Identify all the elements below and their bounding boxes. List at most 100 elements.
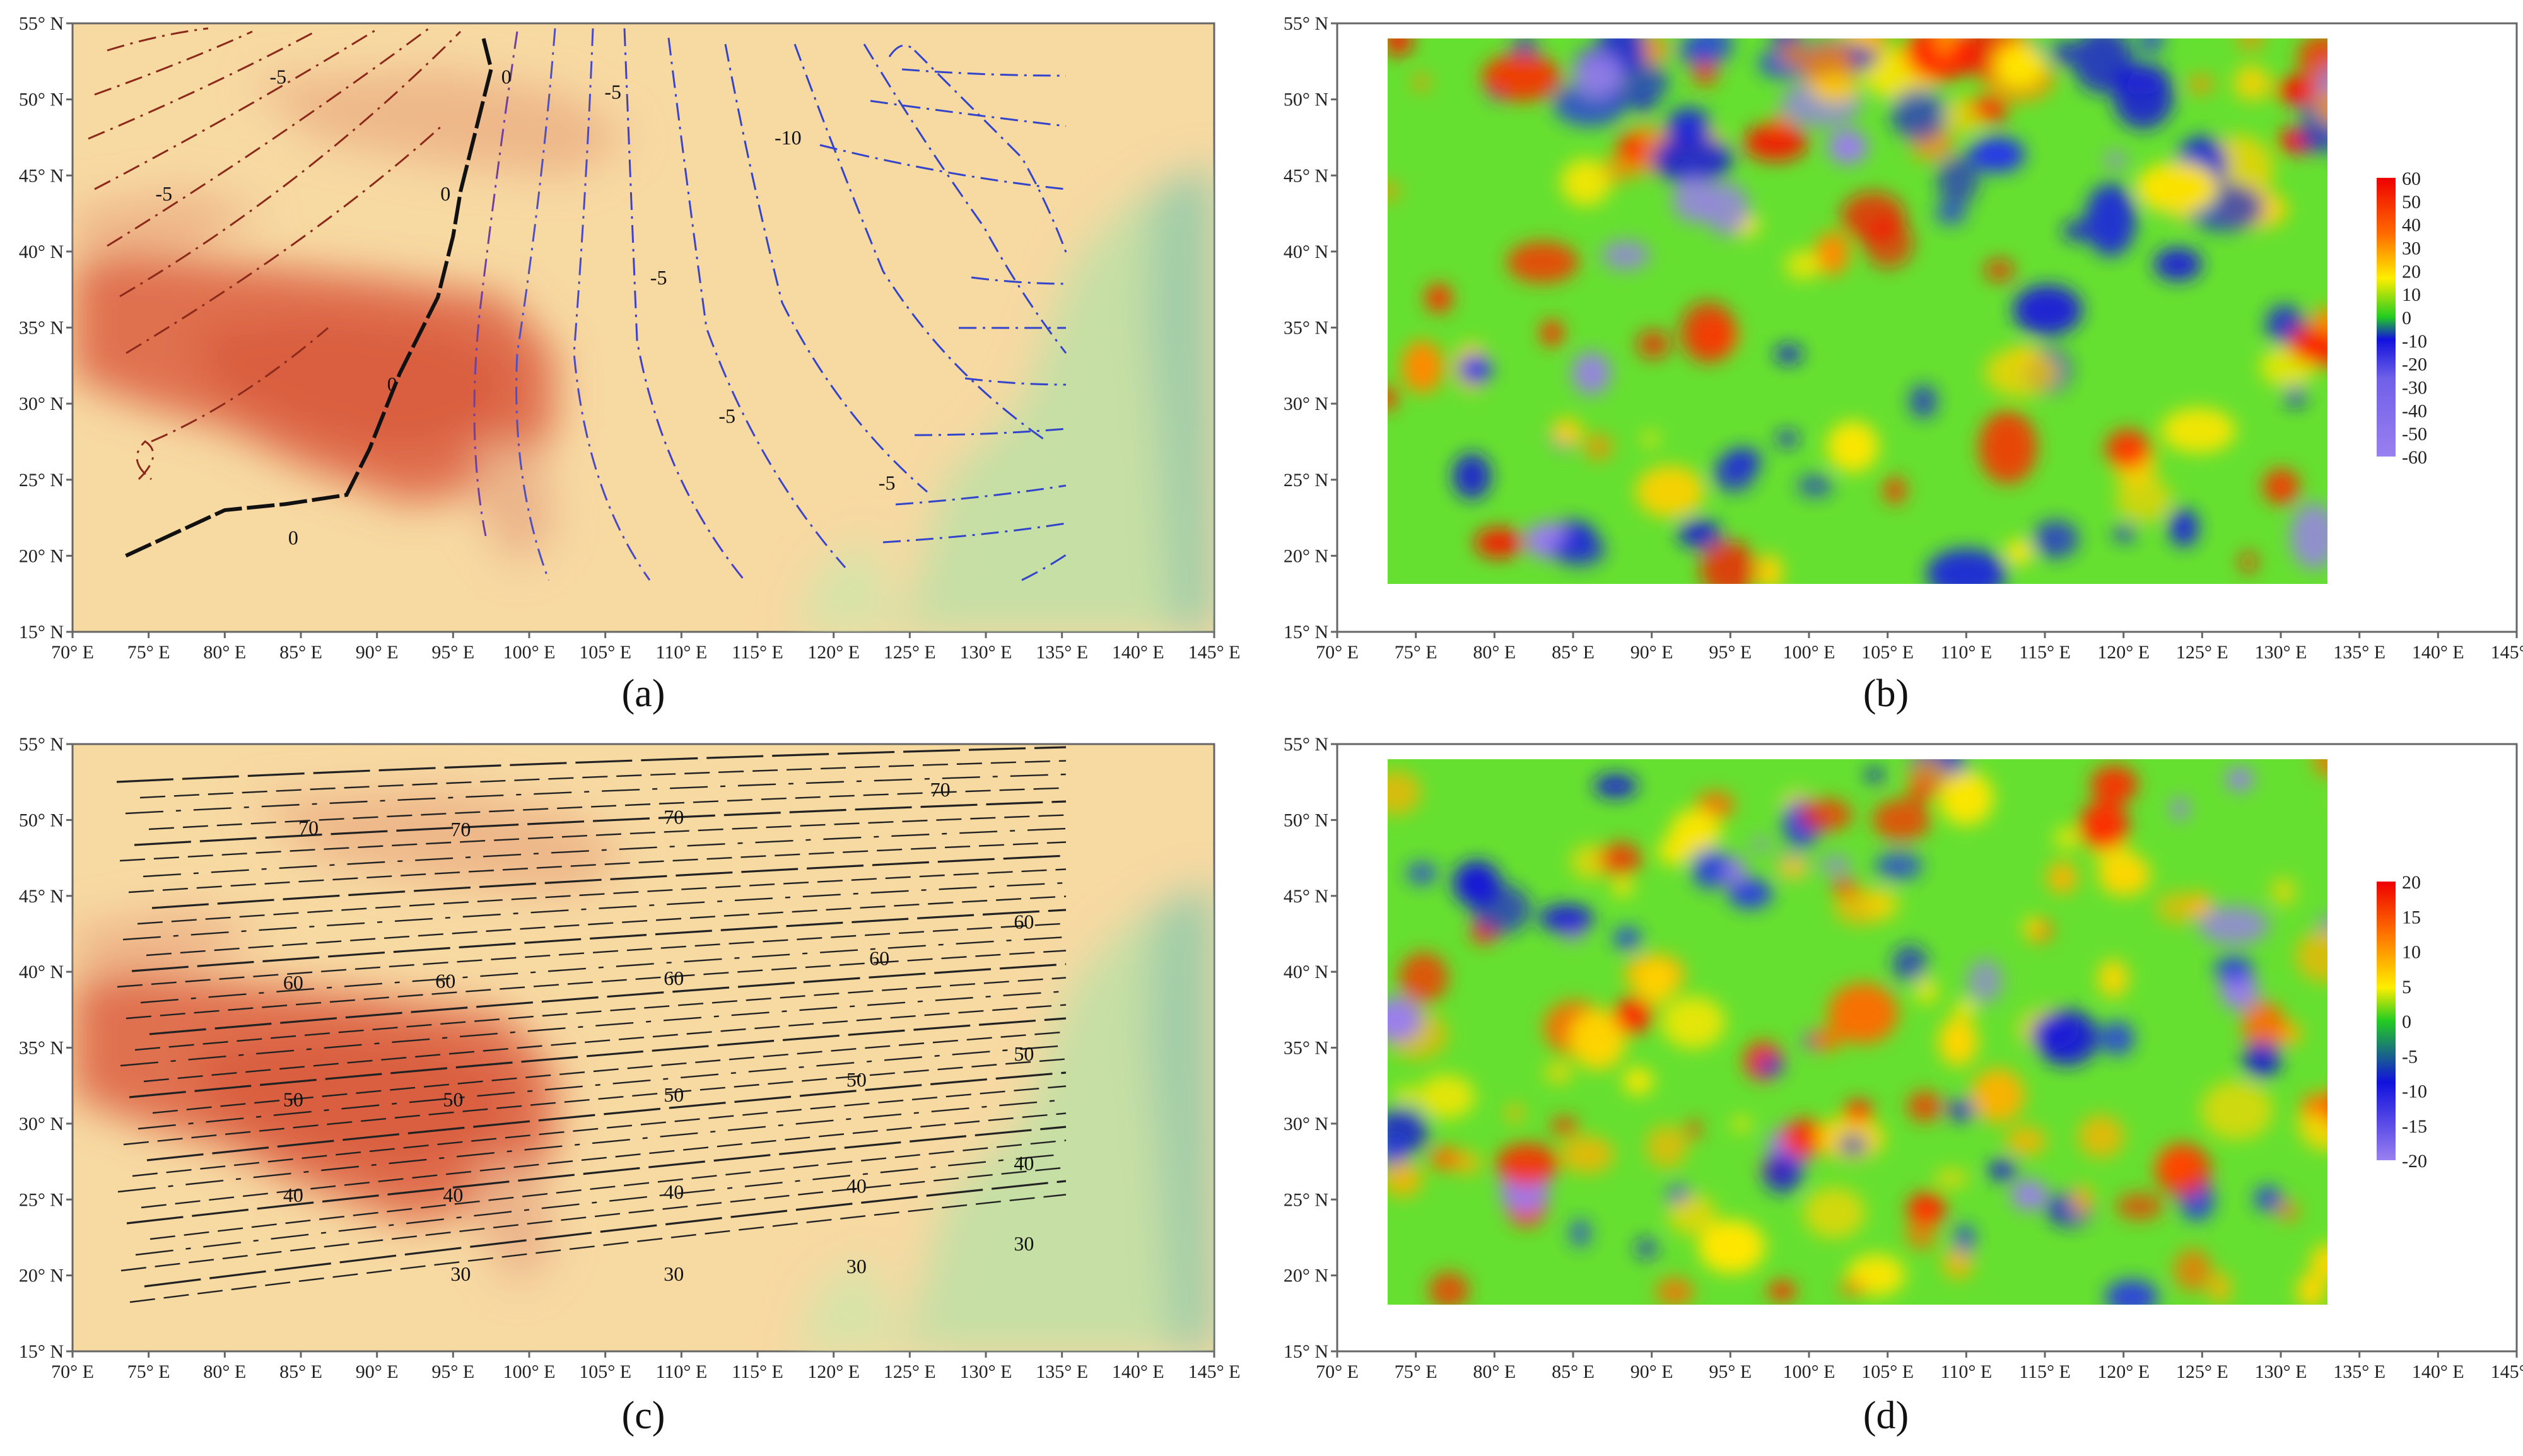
colorbar-tick-label: 20 (2402, 261, 2421, 282)
colorbar-tick-label: -20 (2402, 1151, 2427, 1172)
contour-line (116, 746, 1067, 783)
residual-patch (2090, 765, 2138, 804)
lat-tick-label: 55° N (19, 734, 64, 755)
residual-patch (1837, 1134, 1868, 1156)
residual-patch (2035, 1009, 2099, 1066)
residual-patch (1827, 129, 1868, 165)
contour-line (119, 814, 1067, 862)
lon-tick-label: 110° E (655, 642, 707, 663)
residual-patch (2174, 1249, 2212, 1292)
panel-c: 70 70 70 70 60 60 60 60 60 50 50 50 50 50 40 40 40 40 40 30… (19, 734, 1241, 1382)
residual-patch (2236, 38, 2266, 50)
residual-patch (1803, 1187, 1866, 1238)
lat-tick-label: 20° N (1284, 1266, 1328, 1286)
residual-patch (2313, 759, 2327, 777)
residual-patch (2116, 1192, 2164, 1221)
lon-tick-label: 120° E (2097, 642, 2150, 663)
residual-patch (1785, 250, 1822, 280)
residual-patch (1776, 431, 1798, 446)
contour-label: 60 (1014, 911, 1034, 933)
lon-tick-label: 135° E (1036, 1361, 1088, 1382)
lon-tick-label: 85° E (279, 642, 322, 663)
lat-tick-label: 55° N (1284, 13, 1328, 34)
lon-tick-label: 105° E (579, 642, 631, 663)
contour-line (143, 827, 1067, 878)
residual-patch (1388, 770, 1421, 815)
lat-tick-label: 55° N (19, 13, 64, 34)
lat-tick-label: 20° N (1284, 545, 1328, 566)
contour-line (117, 923, 1067, 988)
lat-tick-label: 25° N (19, 470, 64, 491)
residual-patch (2054, 826, 2080, 850)
lon-tick-label: 80° E (1473, 642, 1516, 663)
lon-tick-label: 75° E (1395, 1361, 1437, 1382)
residual-patch (1677, 519, 1721, 549)
residual-patch (1810, 73, 1860, 105)
lon-tick-label: 105° E (1861, 1361, 1914, 1382)
residual-patch (1474, 527, 1524, 559)
lon-tick-label: 70° E (51, 642, 94, 663)
lat-tick-label: 50° N (1284, 90, 1328, 110)
residual-patch (1995, 42, 2045, 88)
residual-patch (1936, 156, 1979, 206)
residual-patch (2138, 38, 2165, 53)
residual-patch (1978, 411, 2037, 484)
residual-patch (2290, 503, 2327, 570)
residual-patch (1815, 231, 1849, 276)
contour-zero-a (125, 38, 493, 558)
residual-patch (1506, 241, 1579, 283)
residual-patch (1827, 983, 1899, 1044)
residual-patch (2153, 248, 2203, 281)
contour-line (126, 1126, 1067, 1225)
residual-patch (1692, 38, 1733, 64)
terrain-a (73, 69, 1214, 632)
contours-c (116, 746, 1067, 1303)
residual-patch (1636, 958, 1676, 1006)
residual-patch (2314, 91, 2327, 124)
residual-patch (1892, 945, 1928, 982)
residual-patch (1779, 39, 1806, 68)
contour-line (117, 1098, 1067, 1193)
lat-tick-label: 35° N (19, 318, 64, 339)
residual-patch (1425, 283, 1453, 313)
lon-tick-label: 95° E (1709, 642, 1752, 663)
residual-patch (1569, 1218, 1591, 1248)
lat-tick-label: 35° N (1284, 1038, 1328, 1059)
residual-patch (1496, 1143, 1559, 1185)
residual-patch (2155, 1143, 2211, 1196)
residual-patch (1544, 1062, 1573, 1084)
lat-tick-label: 25° N (19, 1189, 64, 1210)
lon-tick-label: 125° E (2176, 642, 2228, 663)
residual-patch (1401, 341, 1444, 393)
lon-tick-label: 135° E (2333, 1361, 2385, 1382)
lat-tick-label: 30° N (19, 393, 64, 414)
residual-patch (2172, 798, 2188, 820)
colorbar-tick-label: -40 (2402, 400, 2427, 421)
lon-tick-label: 115° E (2019, 642, 2071, 663)
lat-tick-label: 30° N (19, 1114, 64, 1134)
residual-patch (1935, 1169, 1969, 1187)
colorbar-tick-label: 10 (2402, 942, 2421, 963)
contour-label: 30 (450, 1262, 471, 1285)
contour-line (152, 1031, 1067, 1114)
lon-tick-label: 130° E (2255, 1361, 2307, 1382)
residual-patch (2062, 221, 2093, 242)
residual-patch (1658, 836, 1692, 866)
residual-patch (1827, 421, 1879, 472)
contour-line (134, 977, 1067, 1051)
residual-patch (1953, 1000, 1977, 1017)
residual-patch (1613, 997, 1653, 1034)
residual-patch (1698, 1220, 1765, 1274)
residual-patch (1967, 958, 2003, 1003)
residual-patch (1864, 769, 1885, 782)
residual-patch (1506, 1104, 1524, 1122)
contour-label: 40 (846, 1175, 867, 1197)
contour-line (128, 841, 1067, 894)
colorbar-tick-label: -5 (2402, 1046, 2418, 1067)
lat-tick-label: 40° N (19, 962, 64, 982)
lon-tick-label: 140° E (2412, 1361, 2464, 1382)
contour-label: 0 (440, 182, 450, 205)
residual-patch (1398, 952, 1448, 1003)
lon-tick-label: 120° E (807, 1361, 860, 1382)
residual-patch (1700, 540, 1758, 584)
